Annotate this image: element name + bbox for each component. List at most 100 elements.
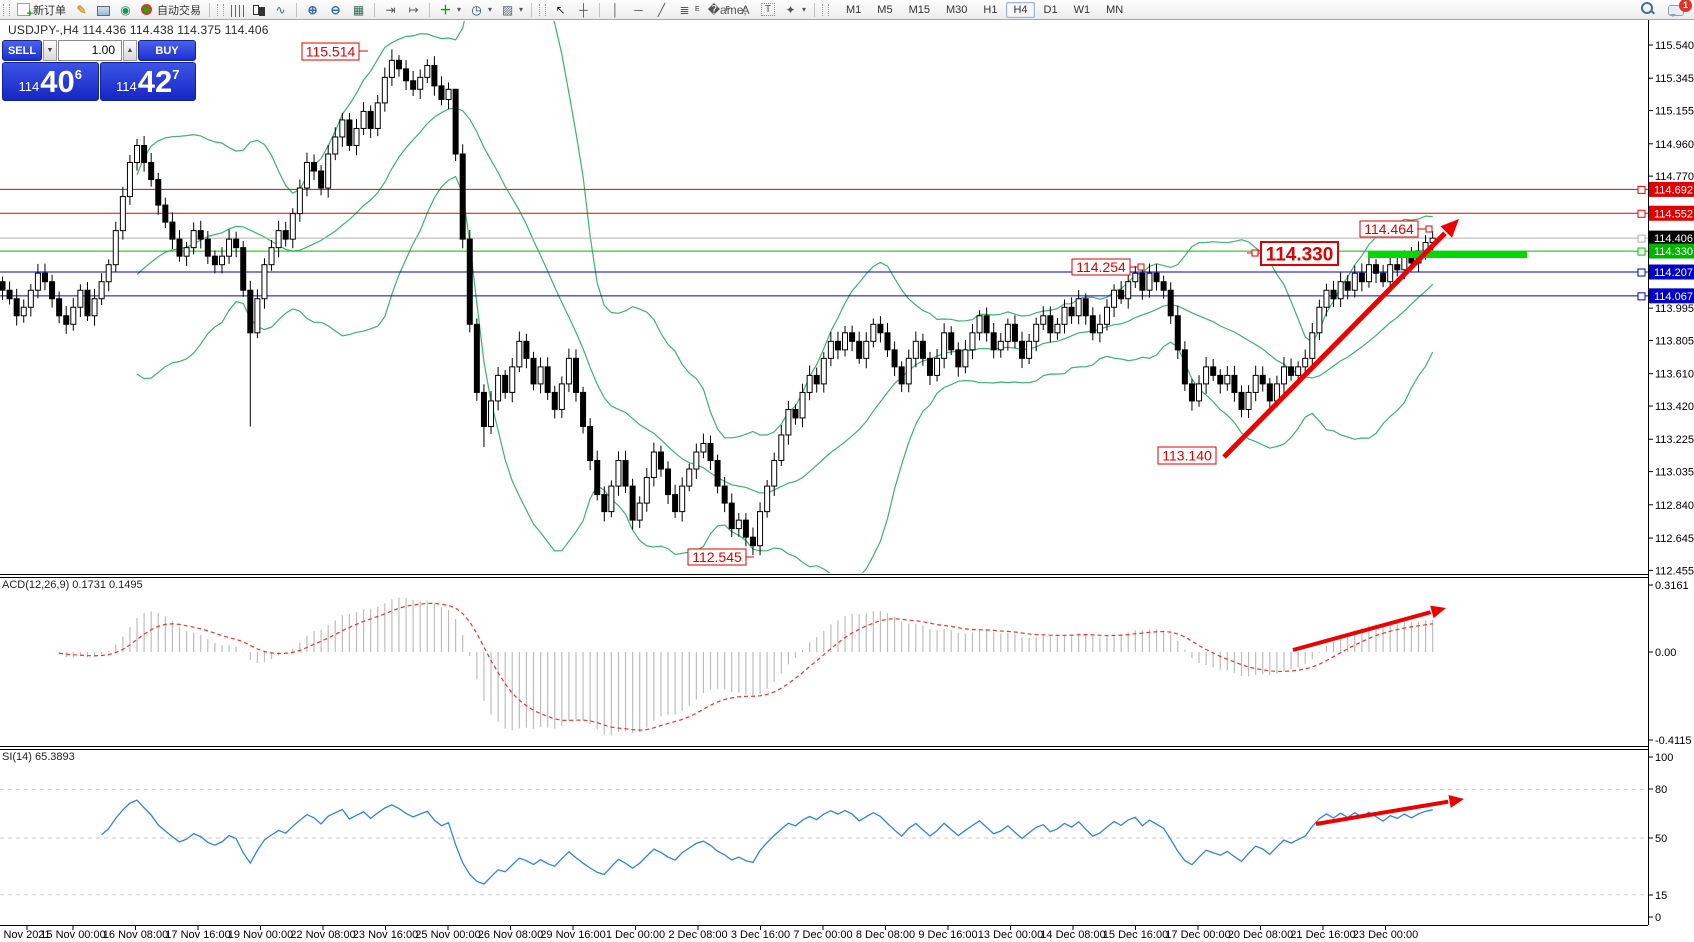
auto-scroll-icon: ⇥ <box>385 2 396 17</box>
new-order-label: 新订单 <box>33 4 66 17</box>
chart-shift-button[interactable]: ↦ <box>402 1 425 18</box>
notifications-icon[interactable]: 1 <box>1668 0 1692 17</box>
date-label: 29 Nov 16:00 <box>540 929 605 941</box>
bid-price-box[interactable]: 114 40 6 <box>2 62 99 101</box>
svg-text:114.464: 114.464 <box>1364 221 1414 237</box>
svg-text:114.254: 114.254 <box>1076 259 1126 275</box>
timeframe-M5[interactable]: M5 <box>877 3 893 16</box>
volume-input[interactable]: 1.00 <box>58 40 122 61</box>
timeframe-W1[interactable]: W1 <box>1073 3 1091 16</box>
date-label: 13 Dec 00:00 <box>978 929 1043 941</box>
bar-chart-icon <box>231 4 244 17</box>
fibonacci-button[interactable]: �ame; F <box>704 1 747 18</box>
price-tick: 115.345 <box>1655 73 1694 85</box>
price-tag-value: 114.330 <box>1654 246 1693 258</box>
horizontal-line-icon: ─ <box>634 2 643 17</box>
price-tick: 112.645 <box>1655 533 1694 545</box>
date-label: 17 Nov 16:00 <box>165 929 230 941</box>
text-label-button[interactable]: T <box>757 1 779 18</box>
volume-decrease-button[interactable]: ▼ <box>43 40 57 61</box>
timeframe-H1[interactable]: H1 <box>983 3 998 16</box>
ask-price-pips: 42 <box>137 63 173 99</box>
macd-axis-tick: -0.4115 <box>1655 735 1692 747</box>
line-chart-button[interactable]: ∿ <box>269 1 292 18</box>
date-label: 9 Dec 16:00 <box>918 929 977 941</box>
trend-arrow <box>1315 799 1449 826</box>
buy-button[interactable]: BUY <box>138 40 196 61</box>
rsi-axis-tick: 80 <box>1655 784 1667 796</box>
auto-trading-button[interactable]: ▶ 自动交易 <box>137 1 205 18</box>
periods-button[interactable]: ◷ ▾ <box>465 1 496 18</box>
timeframe-group: M1 M5 M15 M30 H1 H4 D1 W1 MN <box>838 1 1131 18</box>
sell-button[interactable]: SELL <box>2 40 42 61</box>
timeframe-D1[interactable]: D1 <box>1043 3 1058 16</box>
timeframe-H4[interactable]: H4 <box>1006 1 1035 18</box>
candlestick-button[interactable] <box>248 1 269 18</box>
vertical-line-button[interactable]: │ <box>604 1 627 18</box>
annotation-112.545[interactable]: 112.545 <box>687 548 754 566</box>
annotation-114.330[interactable]: 114.330 <box>1247 241 1339 266</box>
auto-trading-icon: ▶ <box>141 3 154 16</box>
price-tick: 113.420 <box>1655 401 1694 413</box>
search-icon[interactable] <box>1641 2 1655 15</box>
price-tick: 113.805 <box>1655 335 1694 347</box>
annotation-115.514[interactable]: 115.514 <box>301 42 368 61</box>
one-click-trading-panel: SELL ▼ 1.00 ▲ BUY 114 40 6 114 42 7 <box>2 40 196 101</box>
price-tick: 112.840 <box>1655 500 1694 512</box>
date-label: 8 Dec 08:00 <box>856 929 915 941</box>
svg-text:112.545: 112.545 <box>692 549 742 565</box>
date-label: 23 Dec 00:00 <box>1353 929 1418 941</box>
horizontal-line-button[interactable]: ─ <box>627 1 650 18</box>
chart-shift-icon: ↦ <box>408 2 419 17</box>
timeframe-MN[interactable]: MN <box>1106 3 1124 16</box>
trend-arrow <box>1292 610 1432 652</box>
timeframe-M30[interactable]: M30 <box>945 3 968 16</box>
date-label: 1 Dec 00:00 <box>606 929 665 941</box>
trendline-button[interactable]: ╱ <box>650 1 673 18</box>
price-tick: 113.225 <box>1655 434 1694 446</box>
auto-scroll-button[interactable]: ⇥ <box>379 1 402 18</box>
text-tool-button[interactable]: A <box>734 1 757 18</box>
main-toolbar: + 新订单 ✎ ◉ ▶ 自动交易 ∿ ⊕ ⊖ ▦ ⇥ ↦ ＋ ▾ ◷ ▾ ▨ ▾ ↖ … <box>0 0 1694 20</box>
line-handle <box>1637 234 1646 243</box>
date-label: 22 Nov 08:00 <box>290 929 355 941</box>
templates-button[interactable]: ▨ ▾ <box>501 2 524 17</box>
price-tick: 115.540 <box>1655 40 1694 52</box>
arrows-button[interactable]: ✦ ▾ <box>779 1 810 18</box>
line-handle <box>1637 247 1646 256</box>
signal-icon: ◉ <box>120 2 131 17</box>
annotation-114.464[interactable]: 114.464 <box>1359 220 1433 238</box>
arrows-icon: ✦ <box>785 2 796 17</box>
svg-text:113.140: 113.140 <box>1162 448 1212 464</box>
signals-button[interactable]: ◉ <box>114 1 137 18</box>
vertical-line-icon: │ <box>611 2 620 17</box>
macd-label: ACD(12,26,9) 0.1731 0.1495 <box>2 579 143 591</box>
zoom-out-button[interactable]: ⊖ <box>324 1 347 18</box>
annotation-114.254[interactable]: 114.254 <box>1071 258 1145 276</box>
price-tag-value: 114.552 <box>1654 208 1693 220</box>
annotation-113.140[interactable]: 113.140 <box>1157 446 1217 465</box>
price-tag <box>1649 181 1694 197</box>
volume-increase-button[interactable]: ▲ <box>123 40 137 61</box>
crosshair-button[interactable]: ┼ <box>572 1 595 18</box>
market-watch-button[interactable] <box>93 1 114 18</box>
line-handle <box>1637 268 1646 277</box>
chart-info-line: USDJPY-,H4 114.436 114.438 114.375 114.4… <box>8 23 269 37</box>
cursor-button[interactable]: ↖ <box>549 1 572 18</box>
candlesticks <box>0 49 1436 556</box>
ask-price-box[interactable]: 114 42 7 <box>99 62 196 101</box>
new-order-button[interactable]: + 新订单 <box>13 1 70 20</box>
bar-chart-button[interactable] <box>227 1 248 18</box>
tile-windows-button[interactable]: ▦ <box>347 1 370 18</box>
zoom-in-button[interactable]: ⊕ <box>301 1 324 18</box>
timeframe-M15[interactable]: M15 <box>908 3 930 16</box>
crayon-button[interactable]: ✎ <box>70 1 93 18</box>
candlestick-icon <box>252 3 265 16</box>
date-label: 20 Dec 08:00 <box>1228 929 1293 941</box>
channel-button[interactable]: ≣ E <box>673 1 704 18</box>
add-indicator-button[interactable]: ＋ ▾ <box>439 2 462 17</box>
date-label: 7 Dec 00:00 <box>793 929 852 941</box>
trend-arrow <box>1222 231 1447 459</box>
timeframe-M1[interactable]: M1 <box>846 3 862 16</box>
